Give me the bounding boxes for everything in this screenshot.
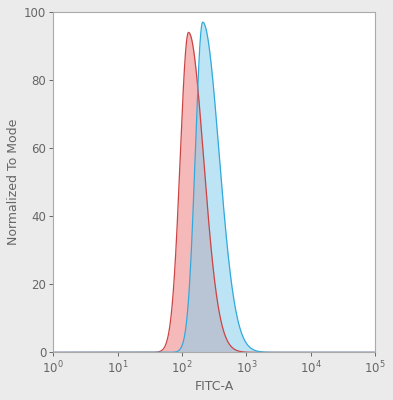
X-axis label: FITC-A: FITC-A xyxy=(195,380,234,393)
Y-axis label: Normalized To Mode: Normalized To Mode xyxy=(7,119,20,245)
